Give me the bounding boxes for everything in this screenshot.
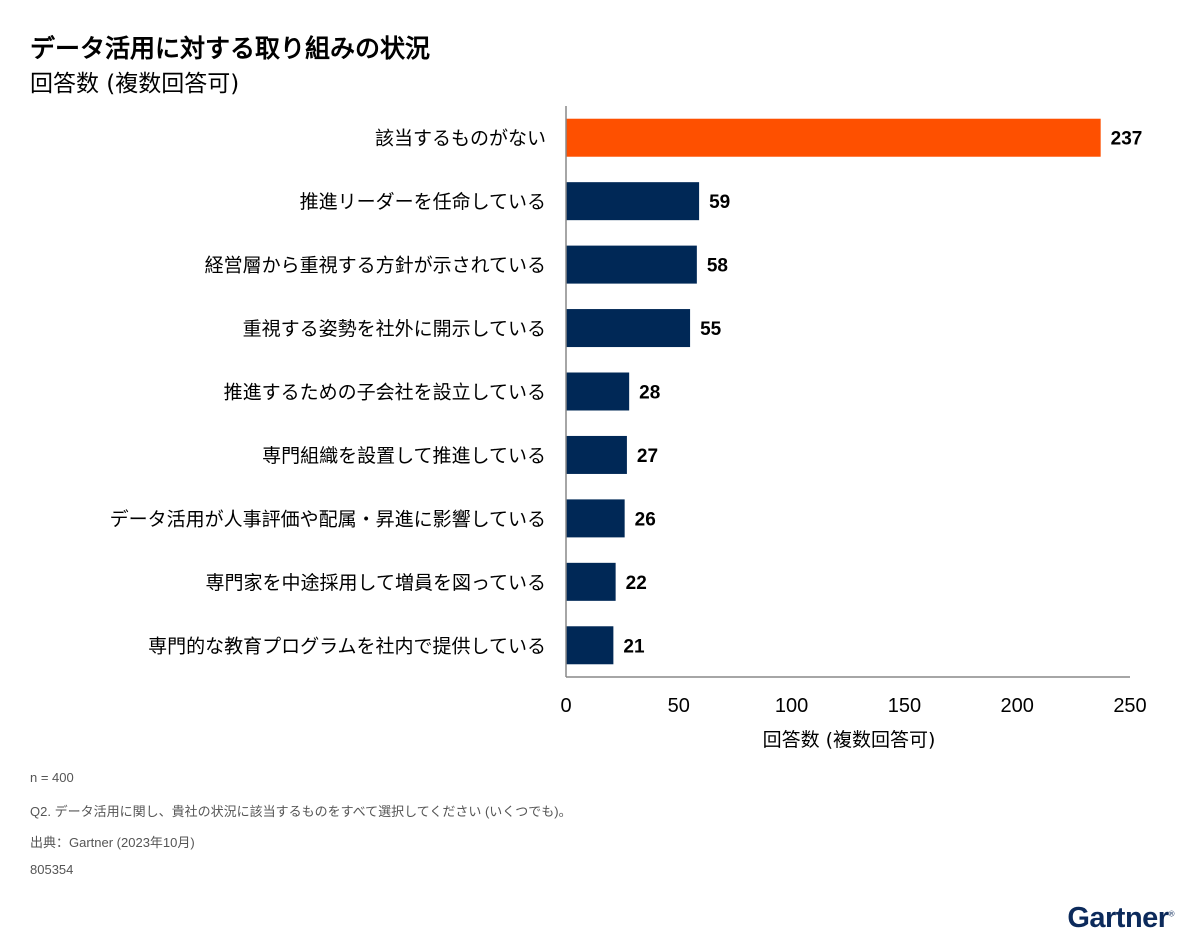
data-label: 55 bbox=[700, 319, 722, 340]
question-note: Q2. データ活用に関し、貴社の状況に該当するものをすべて選択してください (い… bbox=[30, 804, 572, 819]
data-label: 22 bbox=[626, 573, 647, 594]
category-label: 専門的な教育プログラムを社内で提供している bbox=[148, 635, 546, 657]
data-label: 21 bbox=[623, 636, 645, 657]
sample-size-note: n = 400 bbox=[30, 770, 74, 785]
registered-mark: ® bbox=[1168, 909, 1175, 919]
category-label: 重視する姿勢を社外に開示している bbox=[243, 318, 546, 340]
bar bbox=[566, 182, 700, 221]
x-axis-label: 回答数 (複数回答可) bbox=[763, 729, 936, 751]
x-tick-label: 200 bbox=[1001, 695, 1034, 717]
data-label: 27 bbox=[637, 446, 658, 467]
data-label: 237 bbox=[1111, 129, 1143, 150]
bar bbox=[566, 626, 614, 665]
bar bbox=[566, 245, 697, 284]
category-label: 専門組織を設置して推進している bbox=[262, 445, 546, 467]
chart-title: データ活用に対する取り組みの状況 bbox=[30, 34, 431, 63]
x-tick-label: 250 bbox=[1113, 695, 1146, 717]
category-label: 該当するものがない bbox=[375, 128, 546, 150]
bar bbox=[566, 118, 1101, 157]
document-id: 805354 bbox=[30, 862, 74, 877]
data-label: 26 bbox=[635, 509, 656, 530]
bar bbox=[566, 372, 630, 411]
bar bbox=[566, 499, 625, 538]
bar-chart: 該当するものがない 237 推進リーダーを任命している 59 経営層から重視する方針が示… bbox=[110, 106, 1147, 751]
category-label: 経営層から重視する方針が示されている bbox=[205, 255, 546, 277]
data-label: 28 bbox=[639, 383, 660, 404]
data-label: 59 bbox=[709, 192, 730, 213]
x-tick-label: 0 bbox=[560, 695, 571, 717]
category-label: 推進するための子会社を設立している bbox=[224, 382, 546, 404]
category-label: 推進リーダーを任命している bbox=[300, 191, 546, 213]
x-tick-label: 100 bbox=[775, 695, 808, 717]
bar bbox=[566, 435, 627, 474]
logo-text: Gartner bbox=[1067, 902, 1169, 934]
category-label: データ活用が人事評価や配属・昇進に影響している bbox=[110, 508, 546, 530]
bar bbox=[566, 309, 691, 348]
source-note: 出典：Gartner (2023年10月) bbox=[30, 835, 195, 850]
x-tick-label: 50 bbox=[668, 695, 690, 717]
bar bbox=[566, 562, 616, 601]
gartner-logo: Gartner® bbox=[1067, 902, 1174, 935]
chart-subtitle: 回答数 (複数回答可) bbox=[30, 71, 240, 97]
data-label: 58 bbox=[707, 256, 728, 277]
x-tick-label: 150 bbox=[888, 695, 921, 717]
category-label: 専門家を中途採用して増員を図っている bbox=[206, 572, 546, 594]
